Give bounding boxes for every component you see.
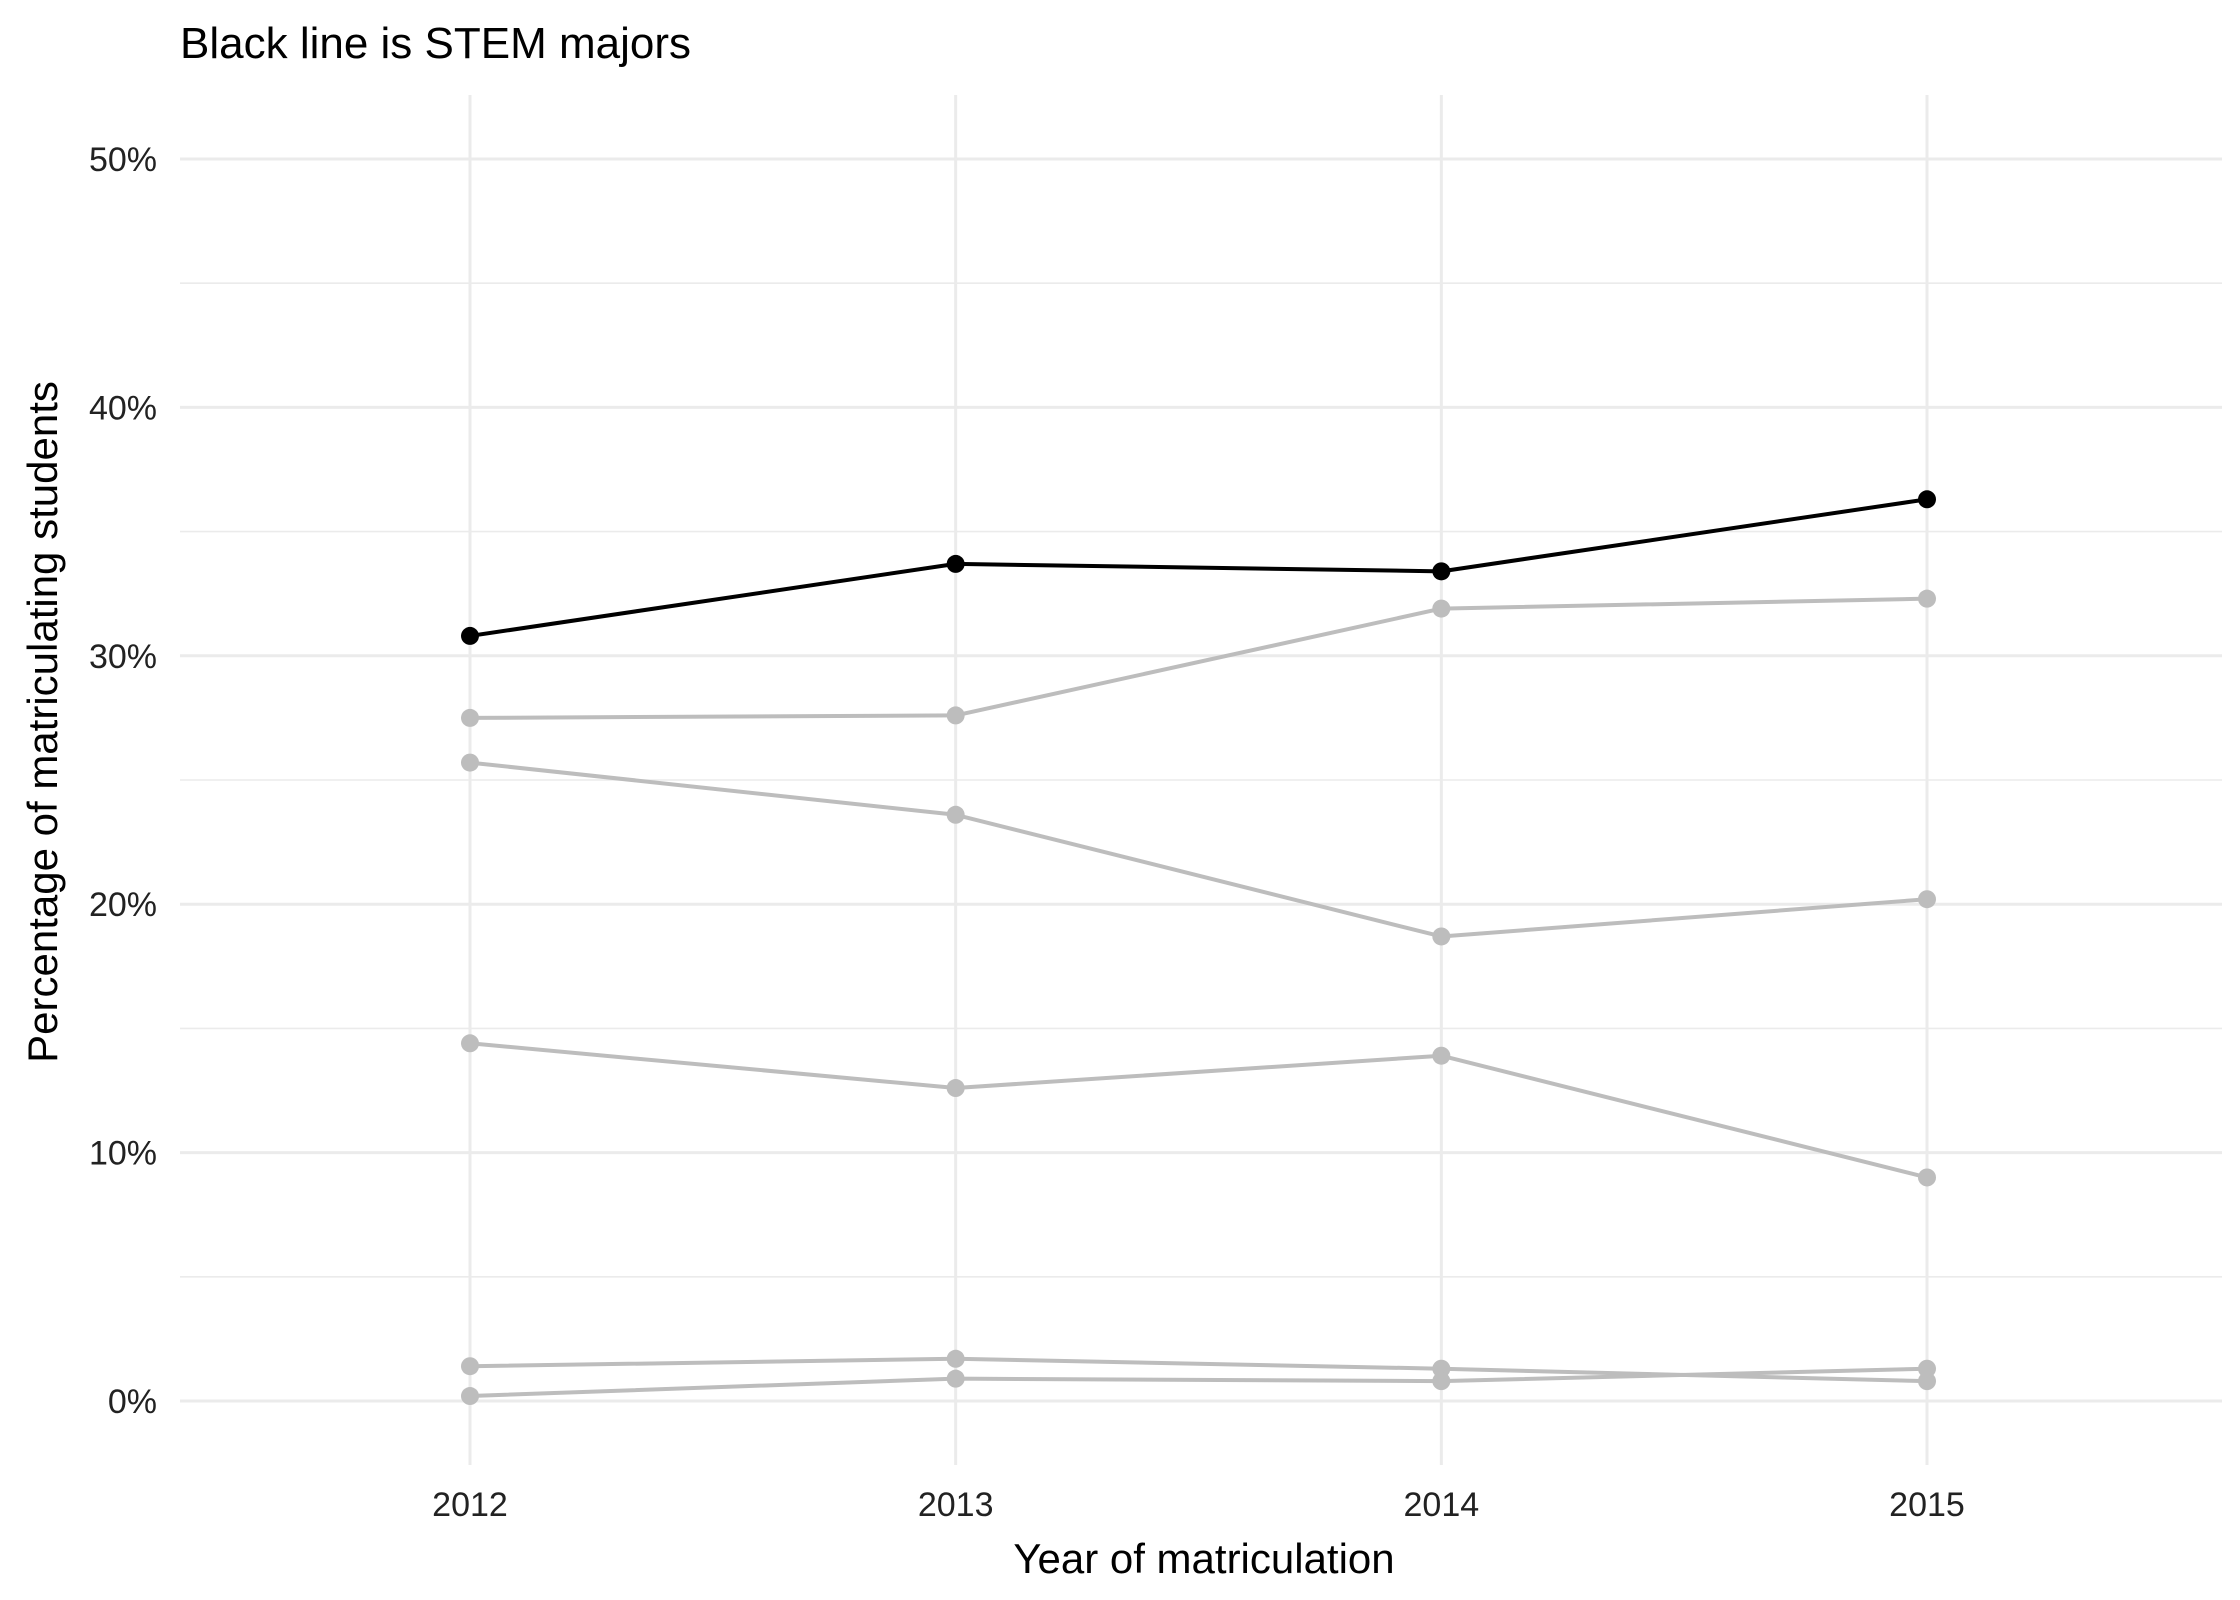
series-line: [469, 596, 1928, 720]
x-tick-label: 2012: [432, 1486, 508, 1524]
data-point: [946, 1349, 965, 1368]
x-tick-label: 2014: [1404, 1486, 1480, 1524]
data-point: [1432, 562, 1451, 581]
data-point: [1432, 927, 1451, 946]
x-axis-label: Year of matriculation: [1013, 1535, 1394, 1582]
y-tick-label: 0%: [108, 1383, 157, 1421]
series-line: [469, 1356, 1928, 1384]
axes: 0% 10% 20% 30% 40% 50% 2012 2013 2014 2015: [89, 141, 1965, 1524]
data-point: [946, 554, 965, 573]
data-point: [461, 708, 479, 727]
grid: [180, 95, 2222, 1465]
y-tick-label: 10%: [89, 1135, 157, 1173]
y-tick-label: 40%: [89, 389, 157, 427]
series-other: [461, 589, 1936, 727]
series-layer: [461, 490, 1936, 1406]
series-line: [469, 497, 1928, 638]
series-other: [461, 753, 1936, 946]
data-point: [1918, 490, 1936, 509]
chart-title: Black line is STEM majors: [180, 19, 691, 68]
series-line: [469, 1041, 1928, 1180]
data-point: [1918, 890, 1936, 909]
data-point: [946, 1369, 965, 1388]
data-point: [1918, 1168, 1936, 1187]
y-axis-label: Percentage of matriculating students: [19, 381, 66, 1063]
x-tick-label: 2015: [1889, 1486, 1965, 1524]
data-point: [946, 805, 965, 824]
data-point: [461, 1034, 479, 1053]
data-point: [1918, 1372, 1936, 1391]
series-line: [469, 760, 1928, 939]
series-other: [461, 1034, 1936, 1187]
series-other: [461, 1359, 1936, 1406]
y-tick-label: 20%: [89, 886, 157, 924]
data-point: [1432, 1372, 1451, 1391]
series-stem-majors: [461, 490, 1936, 645]
y-tick-label: 50%: [89, 141, 157, 179]
data-point: [1432, 1359, 1451, 1378]
data-point: [1432, 1046, 1451, 1065]
y-tick-label: 30%: [89, 638, 157, 676]
x-tick-label: 2013: [918, 1486, 994, 1524]
data-point: [461, 1387, 479, 1406]
series-line: [469, 1366, 1928, 1399]
series-other: [461, 1349, 1936, 1391]
data-point: [461, 1357, 479, 1376]
data-point: [946, 706, 965, 725]
data-point: [1432, 599, 1451, 618]
data-point: [1918, 589, 1936, 608]
data-point: [461, 626, 479, 645]
data-point: [461, 753, 479, 772]
data-point: [1918, 1359, 1936, 1378]
data-point: [946, 1079, 965, 1098]
